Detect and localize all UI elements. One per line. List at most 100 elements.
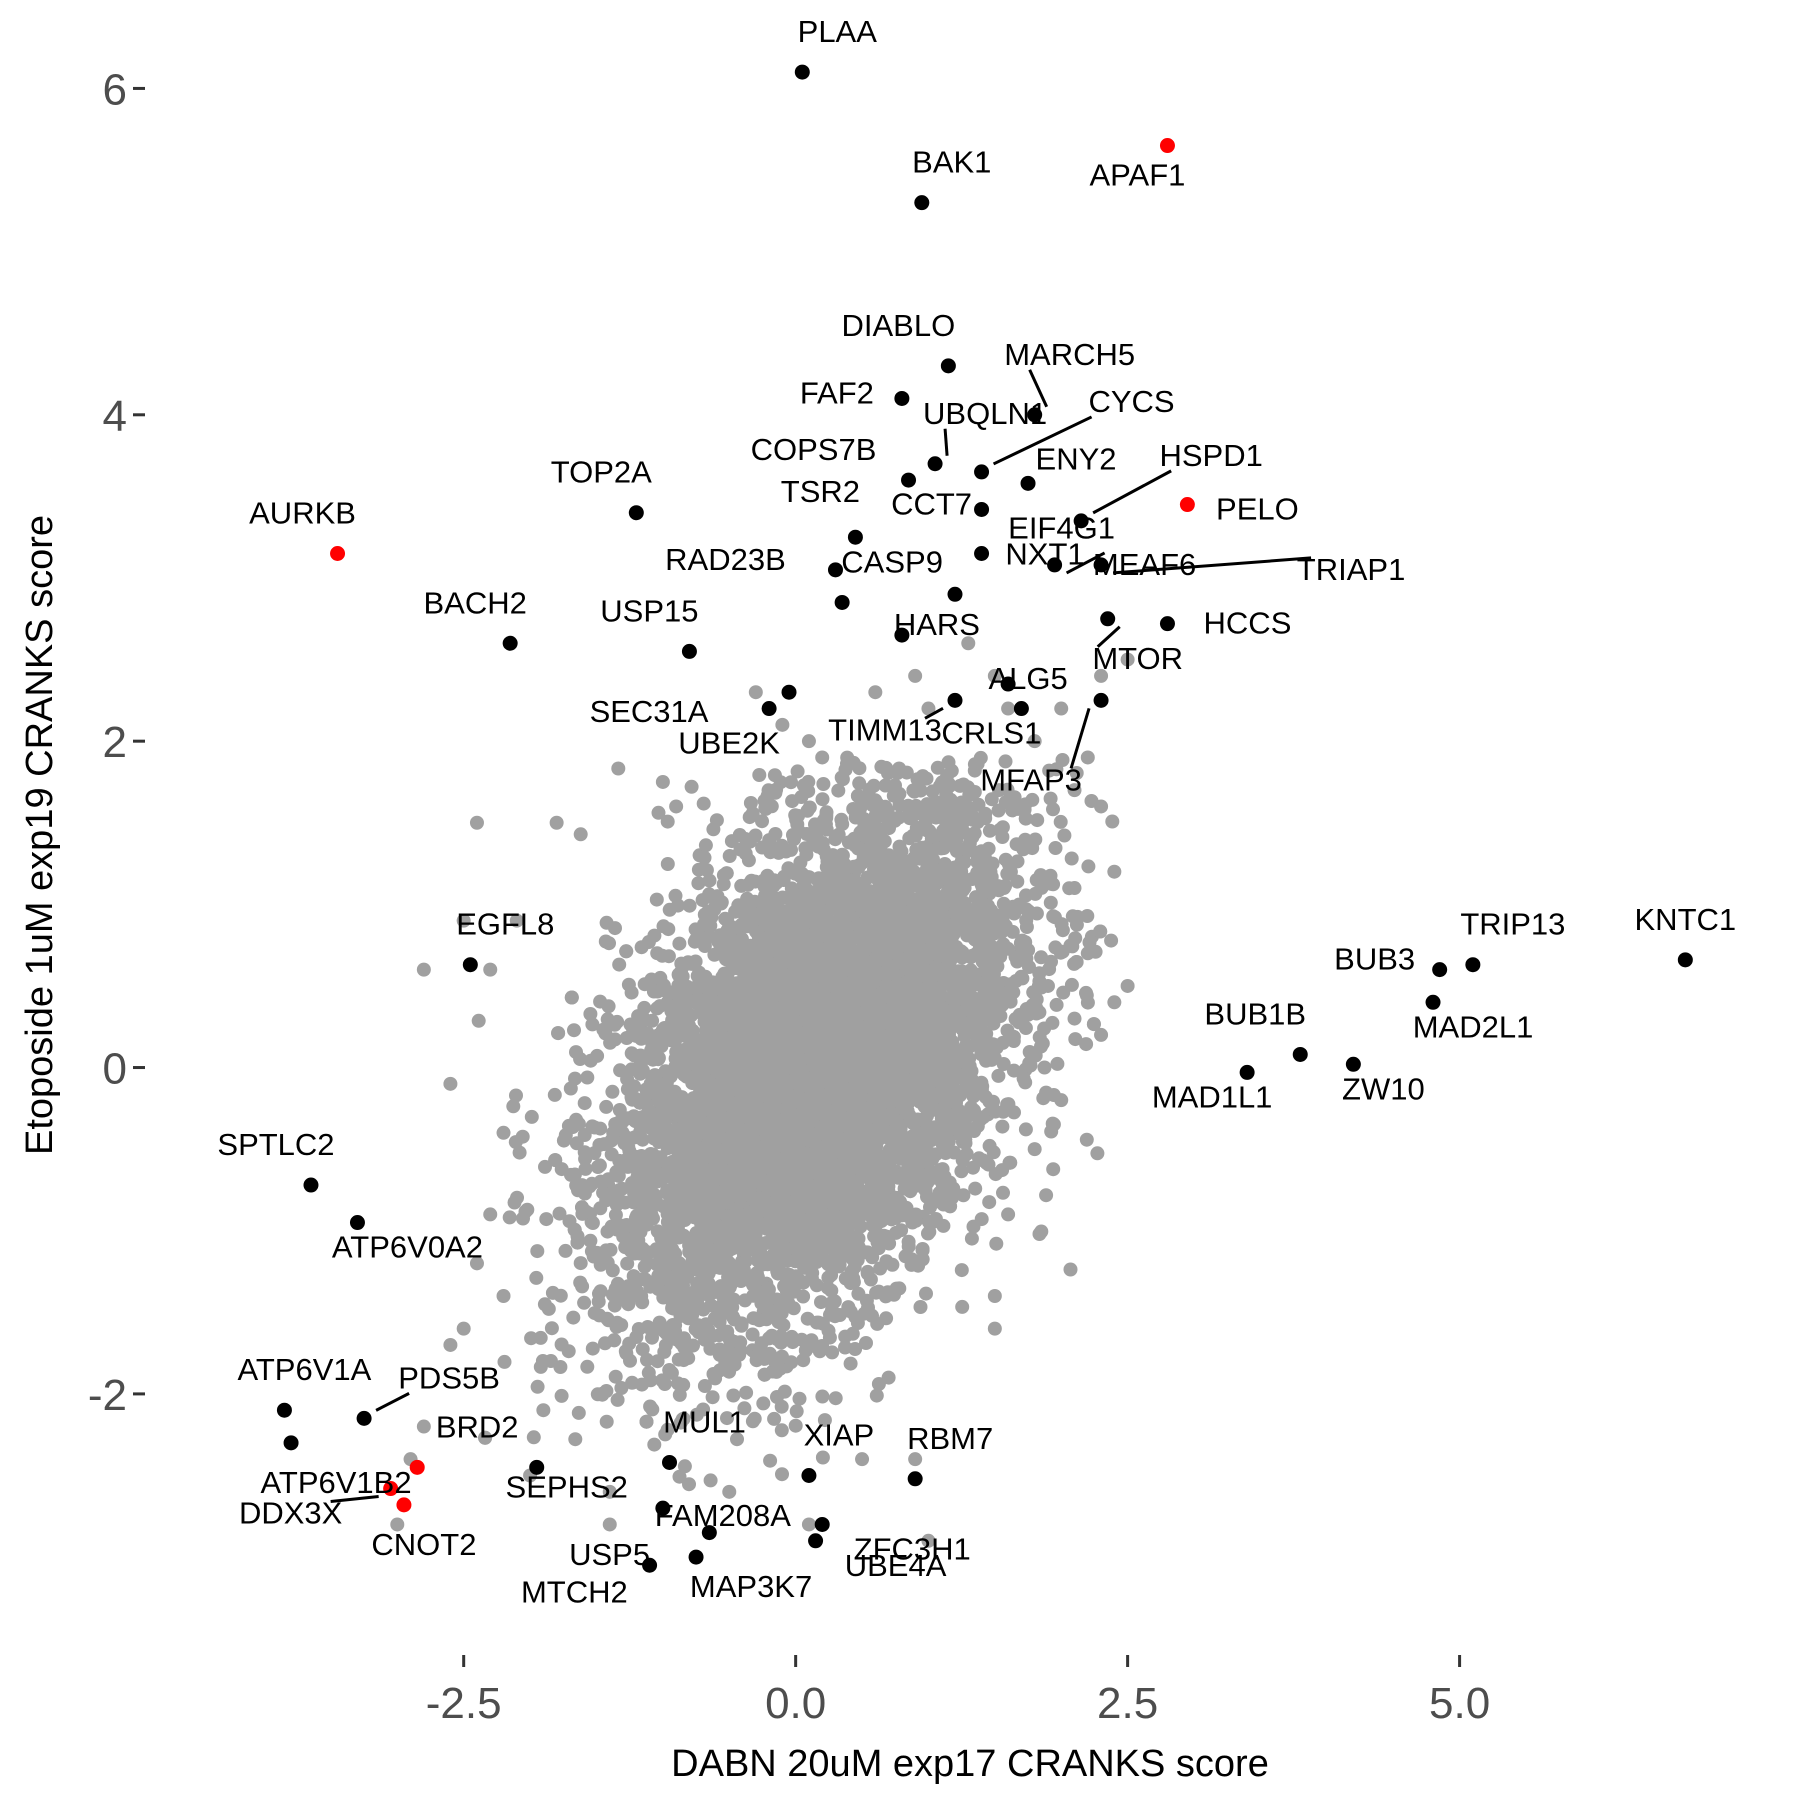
- background-gene-point: [882, 1236, 897, 1251]
- background-gene-point: [737, 1401, 752, 1416]
- background-gene-point: [763, 845, 778, 860]
- background-gene-point: [544, 1321, 559, 1336]
- background-gene-point: [634, 940, 649, 955]
- background-gene-point: [790, 764, 805, 779]
- background-gene-point: [682, 898, 697, 913]
- background-gene-point: [598, 934, 613, 949]
- background-gene-point: [645, 1402, 660, 1417]
- background-gene-point: [675, 1412, 690, 1427]
- background-gene-point: [722, 849, 737, 863]
- background-gene-point: [702, 873, 717, 888]
- background-gene-point: [767, 1411, 782, 1426]
- background-gene-point: [981, 841, 996, 856]
- background-gene-point: [962, 1059, 977, 1073]
- background-gene-point: [605, 1084, 620, 1099]
- background-gene-point: [956, 1188, 971, 1203]
- background-gene-point: [1010, 854, 1025, 869]
- background-gene-point: [788, 1418, 803, 1433]
- background-gene-point: [530, 1379, 545, 1394]
- background-gene-point: [684, 779, 699, 794]
- background-gene-point: [539, 1212, 554, 1227]
- background-gene-point: [696, 1302, 711, 1317]
- background-gene-point: [730, 1432, 744, 1447]
- background-gene-point: [584, 1244, 599, 1259]
- background-gene-point: [1063, 1262, 1078, 1277]
- background-gene-point: [672, 1387, 687, 1402]
- background-gene-point: [758, 801, 773, 816]
- background-gene-point: [763, 1453, 778, 1468]
- background-gene-point: [650, 1001, 665, 1016]
- background-gene-point: [756, 1396, 771, 1411]
- background-gene-point: [578, 1161, 593, 1176]
- background-gene-point: [567, 1167, 582, 1182]
- background-gene-point: [612, 957, 627, 972]
- background-gene-point: [1028, 886, 1043, 901]
- background-gene-point: [625, 1079, 640, 1094]
- background-gene-point: [1032, 966, 1047, 981]
- background-gene-point: [741, 853, 756, 868]
- background-gene-point: [608, 1369, 623, 1384]
- background-gene-point: [1064, 977, 1079, 992]
- background-gene-point: [1044, 954, 1058, 969]
- background-gene-point: [984, 792, 999, 807]
- background-gene-point: [1048, 841, 1063, 855]
- background-gene-point: [1090, 1146, 1105, 1161]
- background-gene-point: [554, 1388, 569, 1403]
- background-gene-point: [1030, 813, 1045, 828]
- background-gene-point: [812, 1344, 827, 1359]
- background-gene-point: [533, 1330, 548, 1345]
- background-gene-point: [859, 1336, 873, 1350]
- background-gene-point: [593, 1201, 608, 1216]
- background-gene-point: [660, 814, 675, 829]
- background-gene-point: [835, 848, 850, 863]
- background-gene-point: [960, 1002, 975, 1017]
- background-gene-point: [815, 792, 830, 807]
- background-gene-point: [815, 1450, 830, 1465]
- background-gene-point: [583, 1007, 598, 1021]
- background-gene-point: [554, 1337, 569, 1352]
- background-gene-point: [569, 1112, 584, 1127]
- background-gene-point: [852, 776, 867, 791]
- background-gene-point: [823, 1307, 837, 1322]
- background-gene-point: [660, 1422, 675, 1437]
- background-gene-point: [935, 1162, 950, 1177]
- background-gene-point: [611, 761, 626, 776]
- background-gene-point: [567, 1023, 581, 1038]
- background-gene-point: [1105, 814, 1120, 829]
- background-gene-point: [824, 1296, 839, 1311]
- background-gene-point: [608, 1207, 623, 1222]
- background-gene-point: [607, 1298, 622, 1313]
- background-gene-point: [913, 1300, 928, 1314]
- background-gene-point: [970, 756, 985, 771]
- background-gene-point: [610, 1392, 625, 1407]
- background-gene-point: [668, 888, 683, 903]
- background-gene-point: [850, 1253, 865, 1267]
- background-gene-point: [1018, 1021, 1033, 1035]
- background-gene-point: [742, 810, 757, 825]
- background-gene-point: [585, 1341, 600, 1356]
- background-gene-point: [966, 1160, 980, 1175]
- background-gene-point: [708, 1371, 723, 1386]
- background-gene-point: [771, 1315, 786, 1330]
- background-gene-point: [963, 963, 978, 978]
- background-gene-point: [816, 777, 831, 791]
- background-gene-point: [577, 1295, 592, 1310]
- background-gene-point: [526, 1430, 541, 1445]
- background-gene-point: [984, 1052, 999, 1067]
- background-gene-point: [647, 928, 662, 943]
- background-gene-point: [568, 1432, 583, 1447]
- background-gene-point: [610, 1276, 625, 1291]
- background-gene-point: [691, 876, 706, 891]
- background-gene-point: [1043, 895, 1058, 910]
- background-gene-point: [552, 1206, 567, 1221]
- background-gene-point: [828, 1391, 843, 1406]
- background-gene-point: [886, 788, 901, 803]
- background-gene-point: [838, 1329, 853, 1344]
- background-gene-point: [593, 994, 608, 1009]
- background-gene-point: [647, 1437, 662, 1452]
- background-gene-point: [968, 1181, 983, 1196]
- background-gene-point: [1079, 1132, 1094, 1147]
- background-gene-point: [547, 1087, 562, 1102]
- background-gene-point: [1079, 988, 1094, 1003]
- background-gene-point: [703, 1473, 718, 1488]
